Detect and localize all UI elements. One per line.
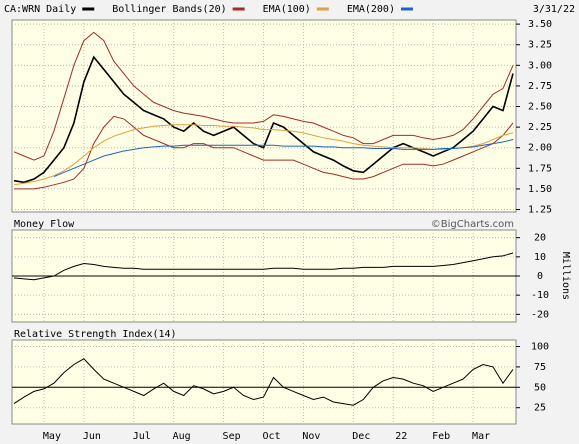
y-tick-label: 1.50 — [528, 184, 552, 195]
series-line — [13, 31, 514, 161]
y-tick-label: 50 — [534, 382, 546, 393]
y-tick-label: 3.50 — [528, 19, 552, 30]
date: 3/31/22 — [533, 4, 575, 15]
y-tick-label: -20 — [531, 309, 549, 320]
y-tick-label: 100 — [531, 342, 549, 353]
y-tick-label: 10 — [534, 252, 546, 263]
y-tick-label: 0 — [537, 271, 543, 282]
series-line — [13, 358, 514, 406]
x-tick-label: Dec — [352, 431, 370, 442]
panel-title: Money Flow — [14, 219, 75, 230]
y-axis-label: Millions — [560, 252, 571, 300]
y-tick-label: -10 — [531, 290, 549, 301]
legend-label: EMA(200) — [347, 4, 395, 15]
x-tick-label: Jun — [83, 431, 101, 442]
y-tick-label: 2.75 — [528, 81, 552, 92]
series-line — [53, 139, 514, 178]
x-tick-label: Mar — [472, 431, 490, 442]
x-tick-label: 22 — [395, 431, 407, 442]
y-tick-label: 2.25 — [528, 122, 552, 133]
series-line — [14, 115, 514, 190]
y-tick-label: 25 — [534, 403, 546, 414]
x-tick-label: Nov — [302, 431, 320, 442]
y-tick-label: 1.25 — [528, 205, 552, 216]
y-tick-label: 2.00 — [528, 143, 552, 154]
panel-title: Relative Strength Index(14) — [14, 329, 177, 340]
copyright: ©BigCharts.com — [431, 219, 514, 230]
y-tick-label: 75 — [534, 362, 546, 373]
series-line — [13, 55, 514, 184]
legend-label: Bollinger Bands(20) — [112, 4, 226, 15]
legend-label: CA:WRN Daily — [4, 4, 76, 15]
y-tick-label: 3.25 — [528, 40, 552, 51]
y-tick-label: 3.00 — [528, 60, 552, 71]
legend-label: EMA(100) — [263, 4, 311, 15]
x-tick-label: Sep — [223, 431, 241, 442]
x-tick-label: May — [43, 431, 61, 442]
x-tick-label: Feb — [432, 431, 450, 442]
y-tick-label: 1.75 — [528, 163, 552, 174]
y-tick-label: 2.50 — [528, 102, 552, 113]
series-line — [13, 252, 514, 281]
x-tick-label: Oct — [262, 431, 280, 442]
x-tick-label: Aug — [173, 431, 191, 442]
y-tick-label: 20 — [534, 233, 546, 244]
x-tick-label: Jul — [133, 431, 151, 442]
